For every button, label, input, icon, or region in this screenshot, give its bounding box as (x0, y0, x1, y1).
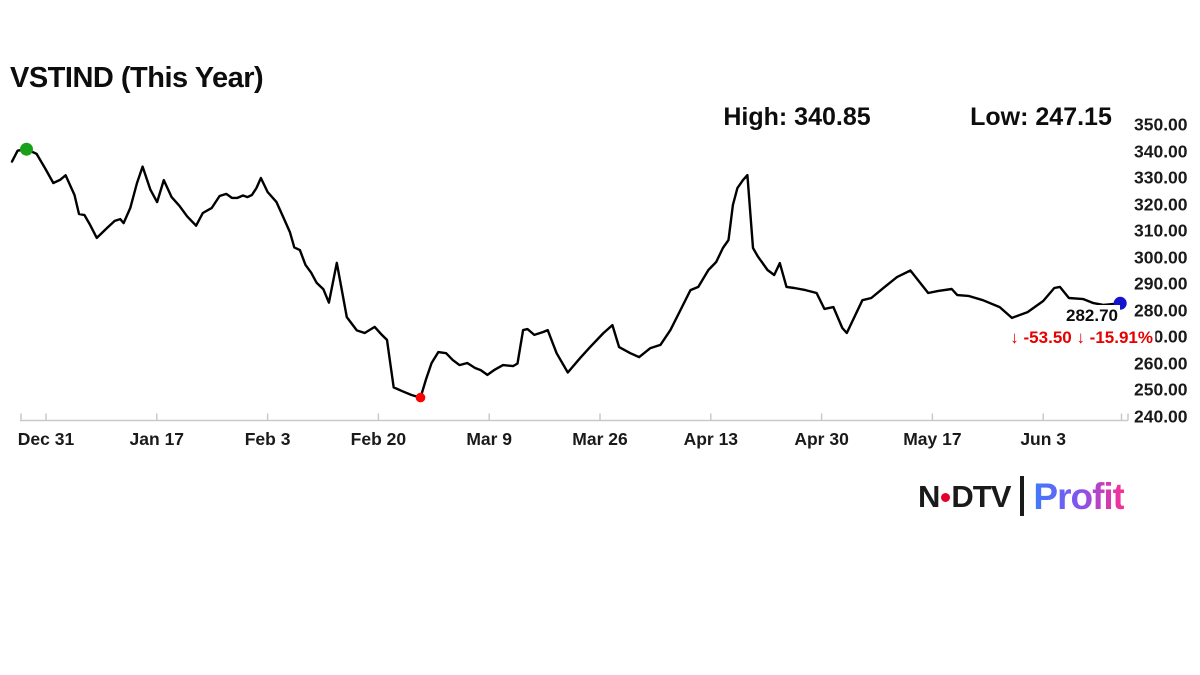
period-low-marker (415, 392, 426, 403)
chart-markers (20, 142, 1127, 403)
x-tick-label: Mar 9 (466, 429, 513, 449)
ndtv-red-dot-icon (941, 492, 951, 502)
y-tick-label: 240.00 (1134, 406, 1188, 426)
x-tick-label: Jan 17 (129, 429, 185, 449)
price-change-label: ↓ -53.50 ↓ -15.91% (1008, 327, 1155, 348)
x-tick-label: Apr 13 (683, 429, 739, 449)
x-tick-label: May 17 (903, 429, 962, 449)
x-tick-label: Mar 26 (572, 429, 628, 449)
x-axis (20, 413, 1129, 422)
profit-wordmark: Profit (1033, 475, 1125, 517)
y-tick-label: 250.00 (1134, 379, 1188, 400)
y-tick-label: 350.00 (1134, 114, 1188, 135)
y-tick-label: 280.00 (1134, 300, 1188, 320)
y-tick-label: 300.00 (1134, 247, 1188, 267)
chart-title: VSTIND (This Year) (10, 62, 264, 94)
logo-separator (1020, 476, 1025, 516)
ndtv-wordmark: N DTV (918, 478, 1011, 514)
x-tick-label: Feb 20 (350, 429, 407, 449)
x-tick-label: Feb 3 (244, 429, 291, 449)
y-tick-label: 260.00 (1134, 353, 1188, 373)
y-tick-label: 340.00 (1134, 141, 1188, 161)
period-low-stat: Low: 247.15 (970, 103, 1112, 131)
x-tick-label: Apr 30 (794, 429, 849, 449)
price-line (10, 147, 1122, 399)
period-high-marker (20, 142, 33, 156)
y-tick-label: 310.00 (1134, 220, 1188, 241)
period-high-stat: High: 340.85 (723, 103, 871, 131)
ndtv-letters-dtv: DTV (951, 478, 1011, 514)
x-tick-label: Dec 31 (17, 429, 75, 449)
ndtv-letter-n: N (918, 478, 940, 514)
y-tick-label: 330.00 (1134, 167, 1188, 188)
last-price-label: 282.70 (1064, 305, 1120, 327)
y-tick-label: 290.00 (1134, 273, 1188, 294)
ndtv-profit-logo: N DTV Profit (918, 474, 1125, 518)
y-tick-label: 320.00 (1134, 194, 1188, 214)
x-tick-label: Jun 3 (1020, 429, 1067, 449)
